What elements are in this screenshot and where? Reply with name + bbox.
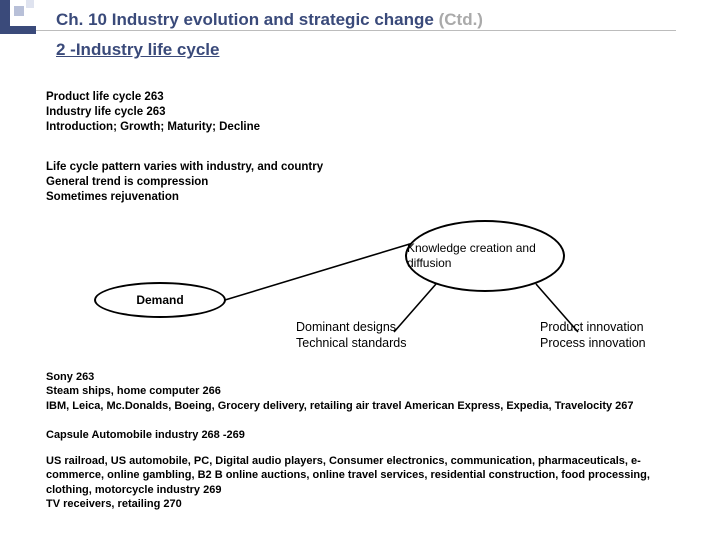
- text-block-3: Sony 263 Steam ships, home computer 266 …: [46, 370, 686, 413]
- slide: Ch. 10 Industry evolution and strategic …: [0, 0, 720, 540]
- knowledge-label: Knowledge creation and diffusion: [407, 241, 563, 271]
- caption-left: Dominant designs Technical standards: [296, 320, 406, 351]
- knowledge-ellipse: Knowledge creation and diffusion: [405, 220, 565, 292]
- caption-right: Product innovation Process innovation: [540, 320, 646, 351]
- demand-label: Demand: [136, 293, 183, 308]
- text-block-5: US railroad, US automobile, PC, Digital …: [46, 454, 686, 511]
- text-block-4: Capsule Automobile industry 268 -269: [46, 428, 686, 442]
- demand-ellipse: Demand: [94, 282, 226, 318]
